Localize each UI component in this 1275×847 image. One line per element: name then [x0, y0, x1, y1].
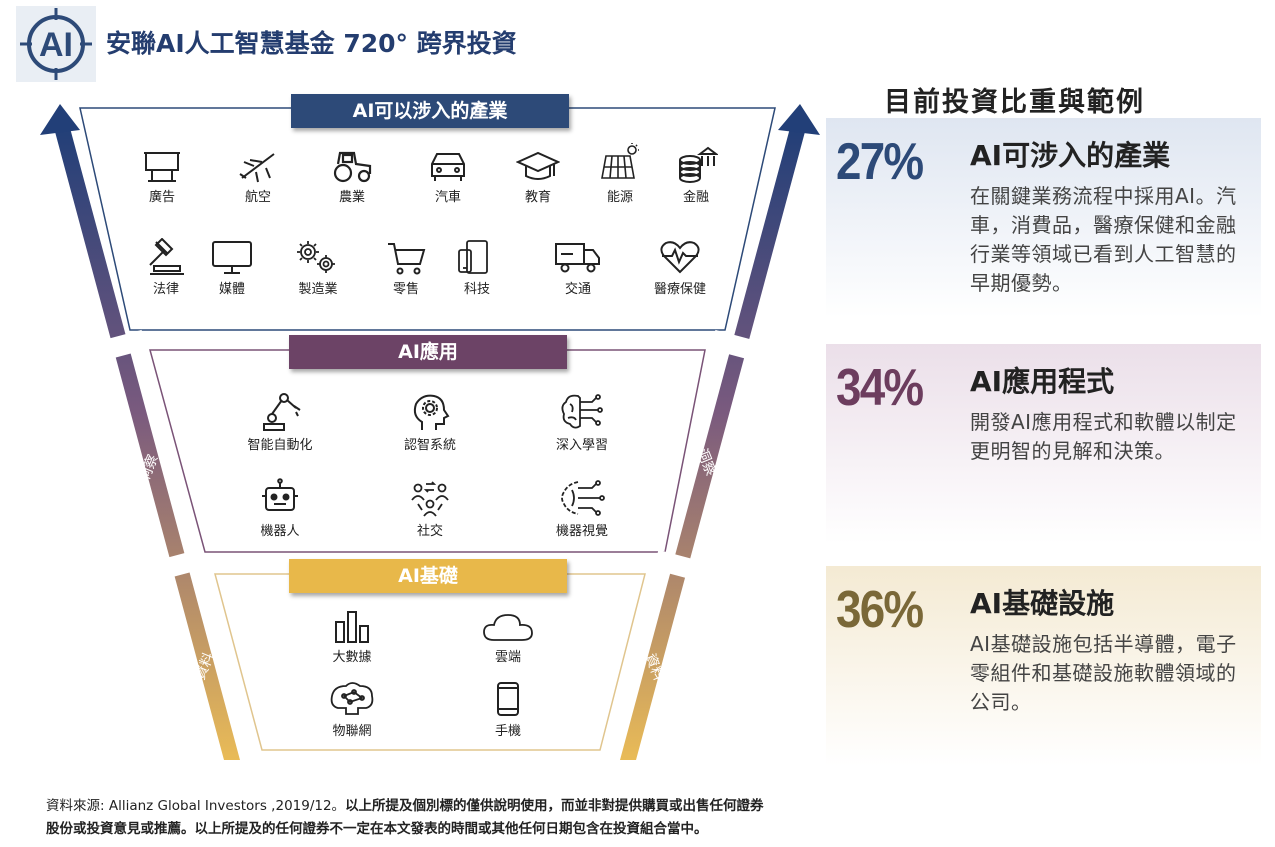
application-item-intelligent-automation: 智能自動化 [238, 392, 322, 453]
allocation-panel-infrastructure: 36% AI基礎設施 AI基礎設施包括半導體，電子零組件和基礎設施軟體領域的公司… [826, 566, 1261, 766]
footer-source: 資料來源: Allianz Global Investors ,2019/12。 [46, 798, 346, 814]
allocation-percent: 36% [836, 581, 924, 639]
infrastructure-banner: AI基礎 [289, 559, 567, 593]
application-item-deep-learning: 深入學習 [540, 392, 624, 453]
shopping-cart-icon [388, 243, 426, 275]
right-arrow [620, 104, 820, 760]
infrastructure-item-mobile: 手機 [468, 680, 548, 739]
gears-icon [297, 241, 335, 273]
airplane-icon [239, 153, 275, 183]
coins-bank-icon [679, 146, 718, 183]
allocation-panel-desc: AI基礎設施包括半導體，電子零組件和基礎設施軟體領域的公司。 [970, 632, 1237, 714]
gavel-icon [149, 238, 184, 275]
footer-disclaimer-bold: 以上所提及個別標的僅供說明使用，而並非對提供購買或出售任何證券 [345, 798, 764, 814]
billboard-icon [144, 152, 180, 182]
allocation-panel-title: AI應用程式 [970, 365, 1115, 398]
application-item-cognitive-systems: 認智系統 [388, 392, 472, 453]
solar-panel-icon [601, 143, 639, 179]
heart-pulse-icon [660, 241, 700, 274]
mobile-phone-icon [497, 682, 519, 716]
allocation-title: 目前投資比重與範例 [884, 87, 1145, 118]
cloud-icon [483, 614, 533, 641]
allocation-percent: 34% [836, 359, 924, 417]
infrastructure-item-cloud: 雲端 [468, 612, 548, 665]
vision-circuit-icon [561, 480, 605, 516]
industry-item-agriculture: 農業 [312, 148, 392, 205]
funnel-diagram [40, 104, 820, 760]
industry-item-technology: 科技 [437, 238, 517, 297]
industry-item-aviation: 航空 [218, 148, 298, 205]
people-network-icon [411, 481, 449, 517]
infrastructure-item-big-data: 大數據 [312, 608, 392, 665]
industry-item-finance: 金融 [656, 144, 736, 205]
head-gear-icon [413, 394, 450, 430]
industry-item-energy: 能源 [580, 142, 660, 205]
application-item-machine-vision: 機器視覺 [540, 478, 624, 539]
industry-item-legal: 法律 [126, 238, 206, 297]
left-arrow [40, 104, 240, 760]
robot-face-icon [262, 478, 298, 511]
industry-item-education: 教育 [498, 148, 578, 205]
allocation-panel-title: AI基礎設施 [970, 587, 1115, 620]
brain-circuit-icon [561, 394, 603, 429]
truck-icon [555, 243, 600, 273]
monitor-icon [212, 241, 252, 274]
ai-logo: AI [16, 6, 96, 82]
industry-item-retail: 零售 [366, 238, 446, 297]
application-item-robotics: 機器人 [238, 478, 322, 539]
allocation-panel-desc: 開發AI應用程式和軟體以制定更明智的見解和決策。 [970, 410, 1237, 463]
graduation-cap-icon [516, 151, 560, 180]
industry-item-transportation: 交通 [538, 238, 618, 297]
allocation-panel-industries: 27% AI可涉入的產業 在關鍵業務流程中採用AI。汽車，消費品，醫療保健和金融… [826, 118, 1261, 318]
devices-icon [458, 240, 488, 274]
infrastructure-tier-outline [214, 573, 646, 751]
industry-item-automotive: 汽車 [408, 148, 488, 205]
footer-disclaimer: 資料來源: Allianz Global Investors ,2019/12。… [46, 795, 764, 841]
industry-item-healthcare: 醫療保健 [640, 238, 720, 297]
car-icon [431, 153, 465, 181]
page-title: 安聯AI人工智慧基金 720° 跨界投資 [106, 29, 517, 58]
infrastructure-item-iot: 物聯網 [312, 680, 392, 739]
robot-arm-icon [263, 393, 301, 431]
industry-item-advertising: 廣告 [122, 148, 202, 205]
footer-disclaimer-line2: 股份或投資意見或推薦。以上所提及的任何證券不一定在本文發表的時間或其他任何日期包… [46, 821, 708, 837]
allocation-percent: 27% [836, 133, 924, 191]
allocation-panel-desc: 在關鍵業務流程中採用AI。汽車，消費品，醫療保健和金融行業等領域已看到人工智慧的… [970, 184, 1237, 295]
allocation-panel-applications: 34% AI應用程式 開發AI應用程式和軟體以制定更明智的見解和決策。 [826, 344, 1261, 544]
industry-item-media: 媒體 [192, 238, 272, 297]
iot-brain-icon [330, 682, 374, 715]
industries-banner: AI可以涉入的產業 [291, 94, 569, 128]
bar-chart-icon [335, 611, 369, 643]
logo-text: AI [39, 26, 73, 64]
applications-banner: AI應用 [289, 335, 567, 369]
allocation-panel-title: AI可涉入的產業 [970, 139, 1171, 172]
industry-item-manufacturing: 製造業 [278, 238, 358, 297]
application-item-social: 社交 [388, 478, 472, 539]
tractor-icon [333, 151, 372, 183]
